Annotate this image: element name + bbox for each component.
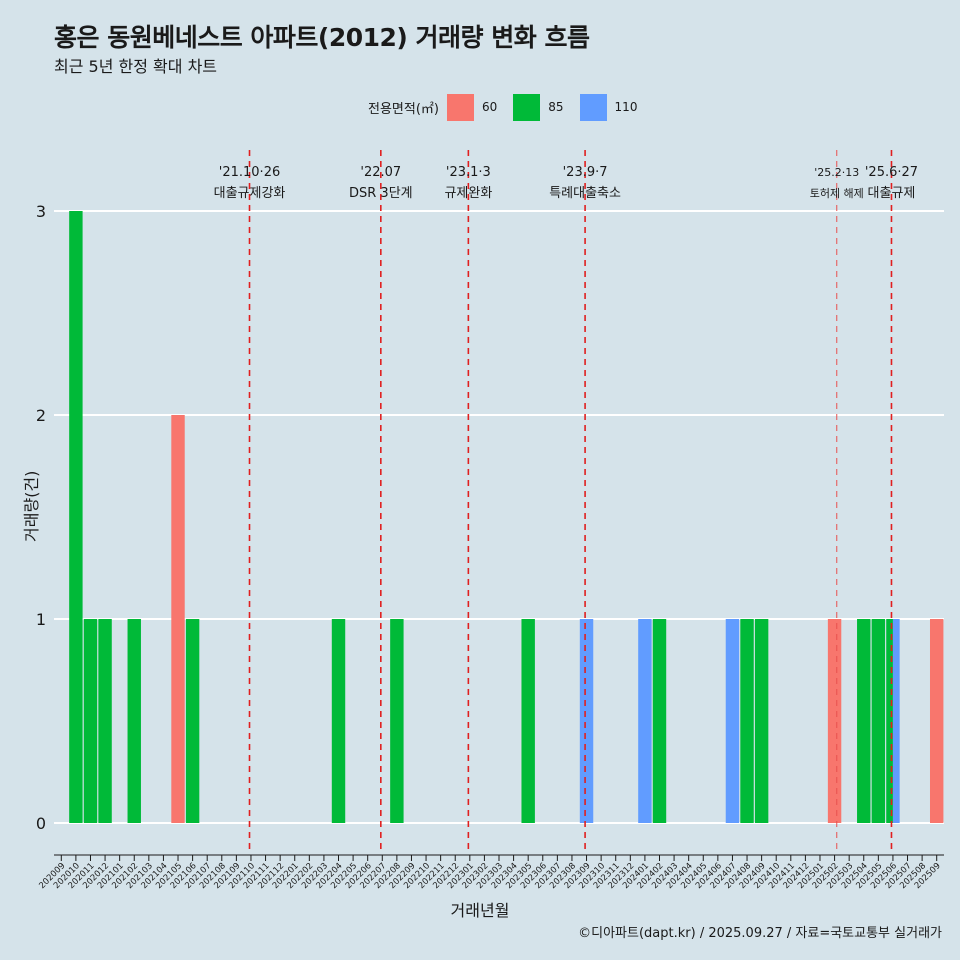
source-caption: ©디아파트(dapt.kr) / 2025.09.27 / 자료=국토교통부 실…: [578, 926, 942, 941]
legend-item-60: 60: [446, 93, 503, 121]
legend-item-110: 110: [579, 93, 644, 121]
legend-swatch-60: [446, 93, 474, 121]
bar-85-202204: [331, 619, 346, 823]
legend-label-60: 60: [481, 100, 498, 114]
bar-110-202309: [579, 619, 594, 823]
bar-85-202208: [390, 619, 404, 823]
y-tick-label: 2: [36, 406, 46, 425]
event-label-202207: DSR 3단계: [349, 186, 413, 201]
bar-60-202105: [171, 415, 185, 823]
legend-label-110: 110: [614, 100, 638, 114]
legend-label-85: 85: [548, 100, 564, 114]
y-tick-label: 3: [36, 202, 46, 221]
bar-85-202012: [98, 619, 112, 823]
legend: 전용면적(㎡) 60 85 110: [368, 93, 653, 121]
bar-110-202407: [725, 619, 740, 823]
bar-60-202509: [929, 619, 944, 823]
bar-85-202106: [185, 619, 200, 823]
event-date-202309: '23.9·7: [563, 165, 608, 180]
bar-85-202305: [521, 619, 535, 823]
bar-85-202409: [754, 619, 769, 823]
y-tick-label: 0: [36, 814, 46, 833]
bar-85-202402: [652, 619, 667, 823]
bar-85-202011: [83, 619, 98, 823]
event-label-202301: 규제완화: [444, 186, 492, 201]
chart-subtitle: 최근 5년 한정 확대 차트: [54, 57, 218, 76]
chart-title: 홍은 동원베네스트 아파트(2012) 거래량 변화 흐름: [54, 23, 590, 52]
bar-85-202506: [886, 619, 893, 823]
bar-85-202505: [871, 619, 886, 823]
event-label-202110: 대출규제강화: [214, 186, 286, 201]
bar-60-202502: [827, 619, 842, 823]
x-axis-label: 거래년월: [450, 901, 510, 920]
bar-85-202408: [740, 619, 754, 823]
event-date-202502: '25.2·13: [814, 166, 859, 179]
legend-title: 전용면적(㎡): [368, 101, 439, 117]
event-label-202506: 대출규제: [868, 186, 916, 201]
y-axis-label: 거래량(건): [22, 470, 41, 542]
event-date-202207: '22.07: [360, 165, 401, 180]
legend-swatch-85: [513, 93, 541, 121]
bar-85-202102: [127, 619, 141, 823]
y-tick-label: 1: [36, 610, 46, 629]
legend-item-85: 85: [513, 93, 569, 121]
event-label-202502: 토허제 해제: [810, 186, 864, 200]
legend-swatch-110: [579, 93, 607, 121]
event-date-202301: '23.1·3: [446, 165, 491, 180]
bar-85-202504: [857, 619, 871, 823]
event-date-202110: '21.10·26: [219, 165, 280, 180]
bar-110-202401: [638, 619, 652, 823]
bar-85-202010: [69, 211, 83, 823]
event-date-202506: '25.6·27: [865, 165, 918, 180]
bar-110-202506: [892, 619, 900, 823]
event-label-202309: 특례대출축소: [549, 186, 621, 201]
